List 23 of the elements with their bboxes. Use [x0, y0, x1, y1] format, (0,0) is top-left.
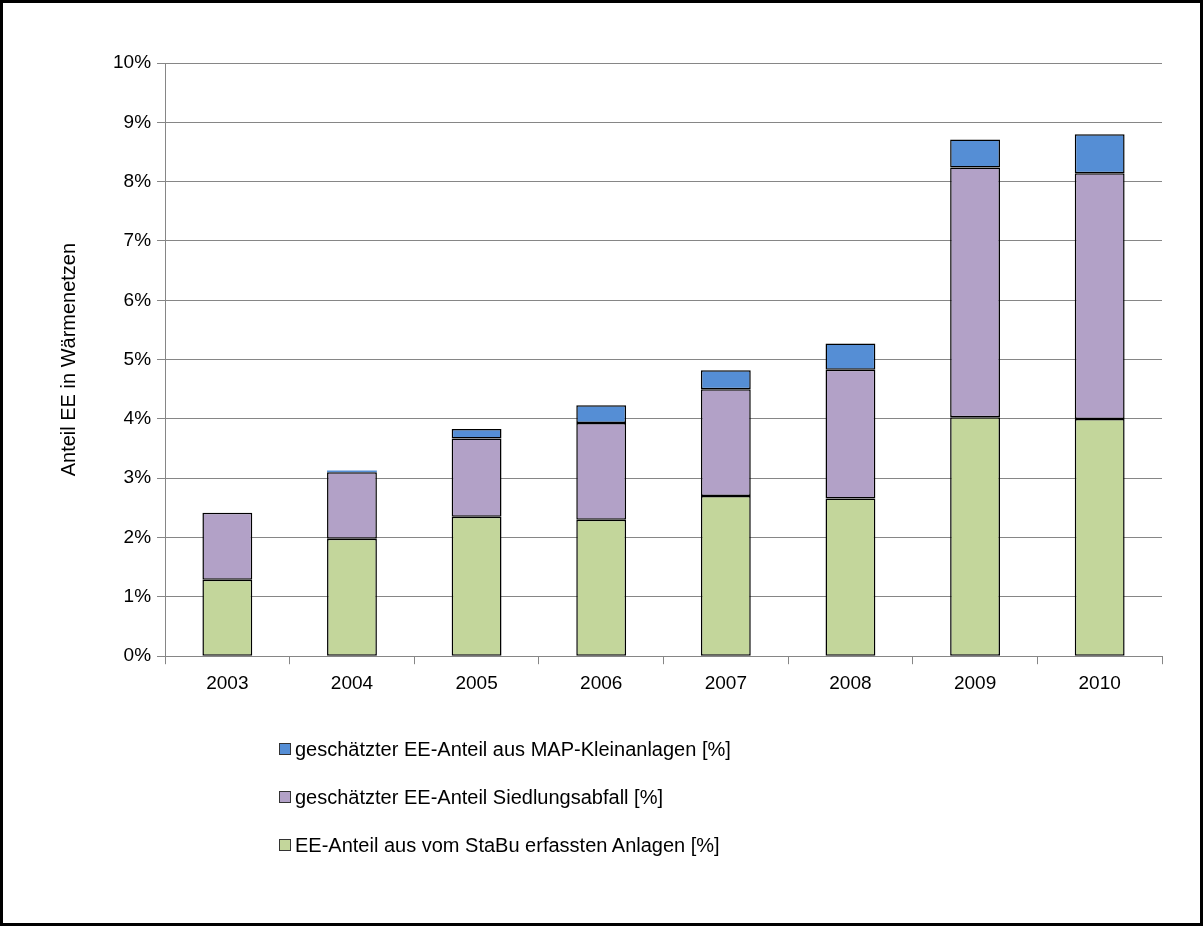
y-tick-label: 8% [123, 169, 152, 191]
y-tick-label: 6% [123, 288, 152, 310]
legend-label: geschätzter EE-Anteil Siedlungsabfall [%] [295, 785, 663, 809]
x-tick-label: 2006 [580, 671, 623, 693]
y-tick-label: 10% [113, 51, 152, 73]
y-tick-label: 3% [123, 466, 152, 488]
y-tick-label: 1% [123, 585, 152, 607]
y-tick-label: 2% [123, 525, 152, 547]
x-tick-label: 2007 [704, 671, 747, 693]
y-tick-label: 0% [123, 644, 152, 666]
x-tick-label: 2005 [455, 671, 498, 693]
legend-label: EE-Anteil aus vom StaBu erfassten Anlagen [%] [295, 833, 720, 857]
y-tick-label: 9% [123, 110, 152, 132]
x-tick-label: 2009 [953, 671, 997, 693]
y-tick-label: 5% [123, 347, 152, 369]
y-tick-label: 7% [123, 229, 152, 251]
x-tick-label: 2004 [330, 671, 374, 693]
x-tick-label: 2008 [829, 671, 872, 693]
x-tick-label: 2003 [206, 671, 249, 693]
y-tick-label: 4% [123, 407, 152, 429]
x-tick-label: 2010 [1078, 671, 1121, 693]
y-axis-title: Anteil EE in Wärmenetzen [56, 242, 79, 477]
legend-label: geschätzter EE-Anteil aus MAP-Kleinanlagen [%] [295, 737, 731, 761]
